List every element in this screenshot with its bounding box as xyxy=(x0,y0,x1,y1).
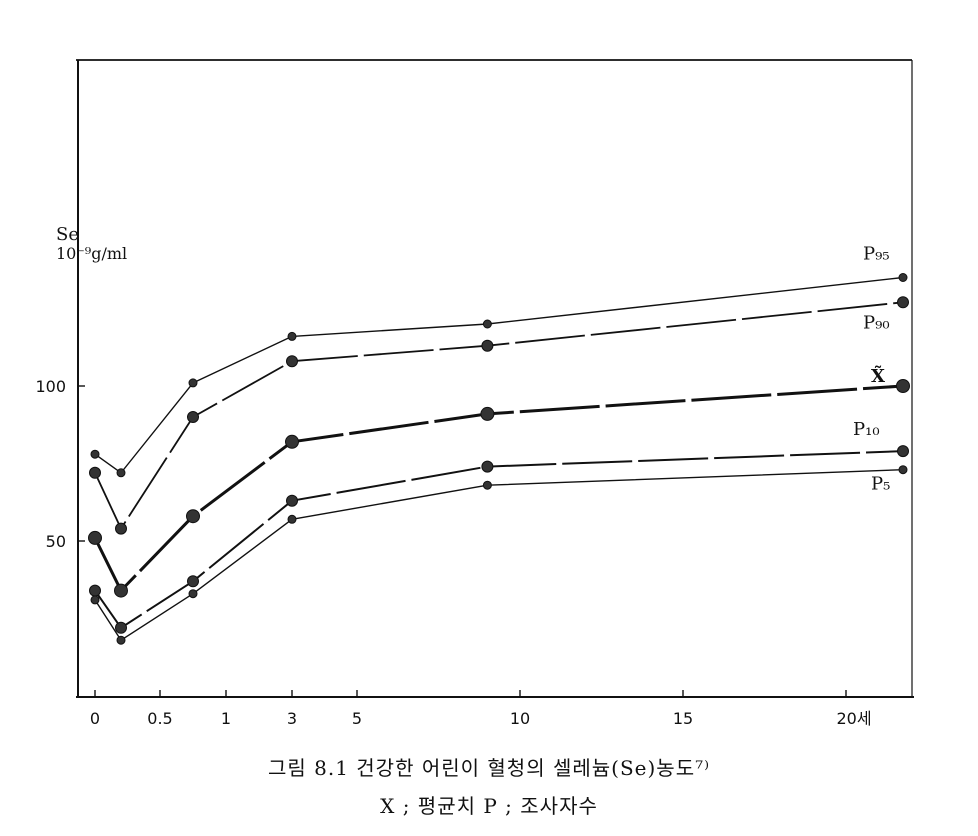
data-point xyxy=(89,584,101,597)
figure-caption: 그림 8.1 건강한 어린이 혈청의 셀레늄(Se)농도⁷⁾ xyxy=(267,756,711,780)
data-point xyxy=(115,522,127,535)
data-point xyxy=(116,468,126,478)
data-point xyxy=(898,465,908,475)
data-point xyxy=(897,296,909,309)
data-point xyxy=(88,530,102,545)
data-point xyxy=(287,331,297,341)
series-label: X̃ xyxy=(871,365,885,387)
data-point xyxy=(90,449,100,459)
x-tick-label: 0 xyxy=(90,709,100,728)
y-axis-label-unit: 10⁻⁹g/ml xyxy=(56,244,127,263)
x-tick-label: 3 xyxy=(287,709,297,728)
data-point xyxy=(188,378,198,388)
data-point xyxy=(482,480,492,490)
data-point xyxy=(287,514,297,524)
x-tick-label: 1 xyxy=(221,709,231,728)
data-point xyxy=(897,445,909,458)
figure-legend-note: X ; 평균치 P ; 조사자수 xyxy=(380,794,598,818)
x-tick-label: 10 xyxy=(510,709,530,728)
x-tick-label: 15 xyxy=(673,709,693,728)
series-line xyxy=(94,450,904,629)
data-point xyxy=(896,379,910,393)
series-labels: P₉₅ P₉₀ X̃ P₁₀ P₅ xyxy=(853,244,890,495)
data-point xyxy=(482,319,492,329)
y-axis-label-quantity: Se xyxy=(56,224,79,245)
y-tick-label: 100 xyxy=(35,377,66,396)
data-point xyxy=(187,575,199,588)
x-tick-label: 20세 xyxy=(836,709,871,728)
series-label: P₁₀ xyxy=(853,419,880,440)
data-point xyxy=(286,355,298,368)
data-point xyxy=(481,460,494,473)
series-line xyxy=(94,301,904,530)
series-line xyxy=(94,469,904,641)
data-point xyxy=(115,621,127,634)
data-point xyxy=(186,509,200,524)
data-point xyxy=(89,466,101,479)
data-point xyxy=(90,595,100,605)
y-tick-label: 50 xyxy=(46,532,66,551)
series-lines xyxy=(93,276,904,641)
data-point xyxy=(898,273,908,282)
x-tick-label: 5 xyxy=(352,709,362,728)
data-point xyxy=(285,434,299,449)
series-label: P₅ xyxy=(871,474,890,495)
series-line xyxy=(93,384,904,593)
series-line xyxy=(94,276,904,474)
data-point xyxy=(480,406,495,421)
y-axis-ticks: 50 100 xyxy=(35,377,85,551)
data-point xyxy=(114,583,128,598)
series-label: P₉₅ xyxy=(863,244,890,265)
data-point xyxy=(187,411,199,423)
chart: Se 10⁻⁹g/ml 0 0.5 1 3 5 10 15 20세 50 100 P₉₅ P₉₀ X… xyxy=(35,59,914,728)
x-tick-label: 0.5 xyxy=(147,709,172,728)
series-points xyxy=(88,273,910,645)
data-point xyxy=(286,494,298,507)
data-point xyxy=(188,589,198,599)
x-axis-ticks: 0 0.5 1 3 5 10 15 20세 xyxy=(90,690,872,728)
data-point xyxy=(116,635,126,645)
data-point xyxy=(481,339,494,352)
series-label: P₉₀ xyxy=(863,312,890,333)
